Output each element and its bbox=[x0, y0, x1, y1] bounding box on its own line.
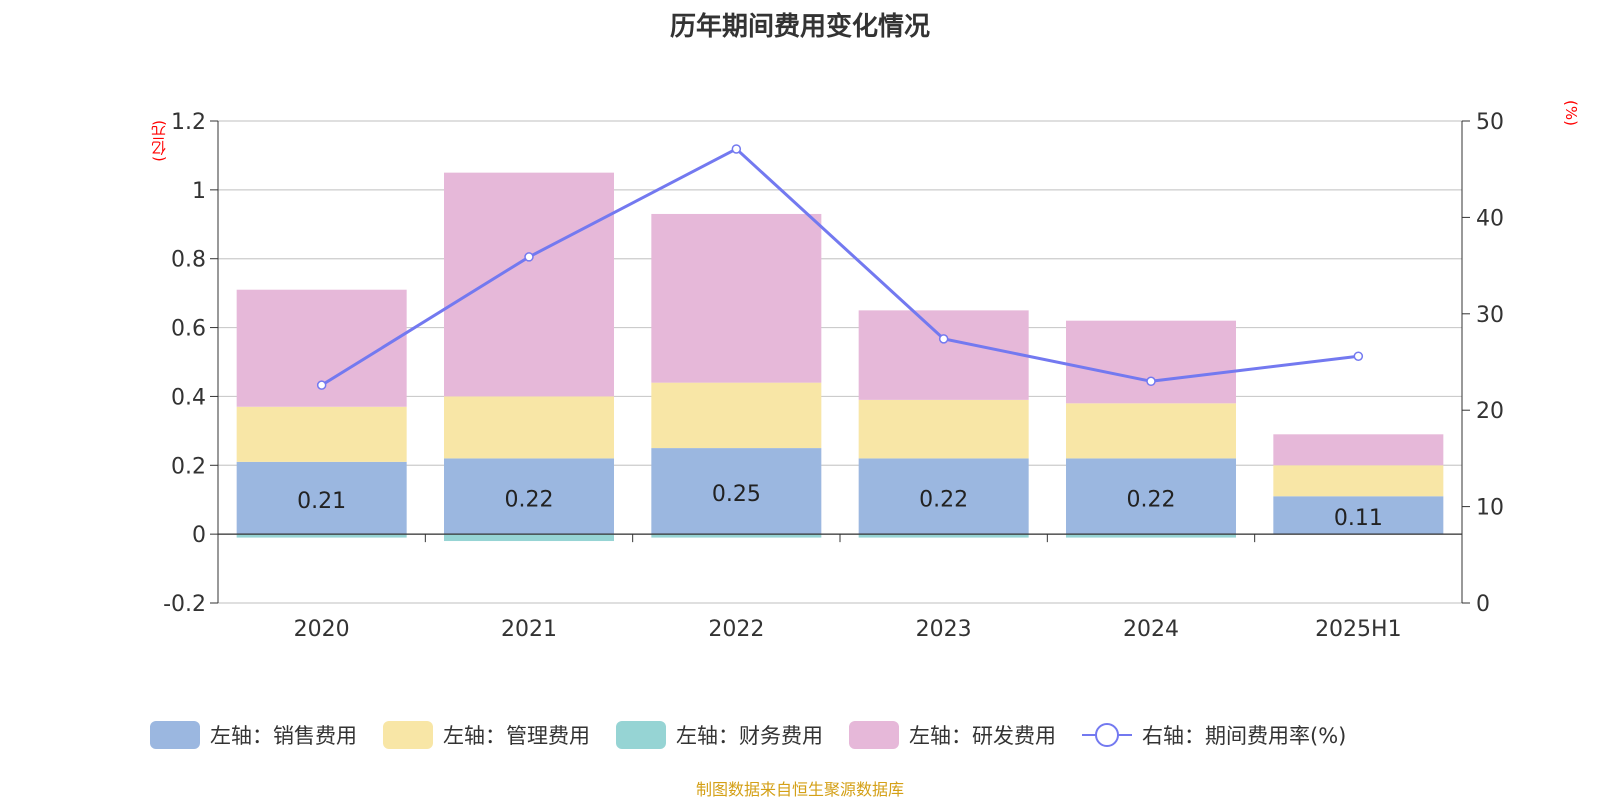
bar-finance-2021 bbox=[444, 534, 614, 542]
bar-finance-2020 bbox=[236, 534, 407, 538]
legend-swatch-rate-icon bbox=[1082, 721, 1132, 749]
bar-sales-2023 bbox=[858, 458, 1029, 535]
left-axis-tick-label: 1.2 bbox=[171, 110, 206, 135]
right-axis-tick-label: 0 bbox=[1476, 592, 1490, 617]
bar-sales-2020 bbox=[236, 461, 407, 535]
data-label-sales: 0.21 bbox=[297, 489, 346, 514]
data-label-sales: 0.22 bbox=[505, 487, 554, 512]
data-label-sales: 0.11 bbox=[1334, 506, 1383, 531]
legend: 左轴：销售费用 左轴：管理费用 左轴：财务费用 左轴：研发费用 右轴：期间费用率… bbox=[150, 720, 1372, 750]
left-axis-tick-label: -0.2 bbox=[163, 592, 206, 617]
bar-sales-2025H1 bbox=[1273, 496, 1444, 535]
data-label-sales: 0.25 bbox=[712, 482, 761, 507]
right-axis-tick-label: 50 bbox=[1476, 110, 1504, 135]
rate-point bbox=[524, 252, 534, 262]
rate-line bbox=[320, 147, 1359, 387]
legend-label-admin: 左轴：管理费用 bbox=[443, 724, 590, 748]
category-label: 2025H1 bbox=[1315, 617, 1402, 642]
bar-rnd-2023 bbox=[858, 310, 1029, 400]
left-axis-tick-label: 1 bbox=[192, 179, 206, 204]
bar-rnd-2021 bbox=[444, 172, 614, 397]
legend-swatch-rnd bbox=[849, 721, 899, 749]
category-label: 2023 bbox=[916, 617, 972, 642]
legend-label-sales: 左轴：销售费用 bbox=[210, 724, 357, 748]
legend-item-sales[interactable]: 左轴：销售费用 bbox=[150, 720, 357, 750]
rate-point bbox=[938, 334, 949, 344]
data-source-note: 制图数据来自恒生聚源数据库 bbox=[695, 780, 904, 799]
rate-point bbox=[731, 144, 742, 154]
right-axis-tick-label: 20 bbox=[1476, 399, 1504, 424]
chart-area: -0.2 0 0.2 0.4 0.6 0.8 1 1.2 0 10 20 30 40 50 0.21 0.22… bbox=[163, 110, 1504, 642]
bar-admin-2023 bbox=[858, 399, 1029, 459]
left-axis-tick-label: 0.8 bbox=[171, 248, 206, 273]
bar-rnd-2022 bbox=[651, 213, 822, 383]
left-axis-tick-label: 0 bbox=[192, 523, 206, 548]
left-axis-tick-label: 0.6 bbox=[171, 317, 206, 342]
legend-label-rnd: 左轴：研发费用 bbox=[909, 724, 1056, 748]
data-label-sales: 0.22 bbox=[1127, 487, 1176, 512]
bar-sales-2022 bbox=[651, 448, 822, 535]
legend-item-admin[interactable]: 左轴：管理费用 bbox=[383, 720, 590, 750]
rate-point bbox=[316, 380, 327, 390]
bar-sales-2021 bbox=[444, 458, 614, 535]
legend-swatch-finance bbox=[616, 721, 666, 749]
legend-label-finance: 左轴：财务费用 bbox=[676, 724, 823, 748]
category-label: 2022 bbox=[708, 617, 764, 642]
rate-point bbox=[1353, 351, 1364, 361]
category-label: 2024 bbox=[1123, 617, 1179, 642]
legend-swatch-sales bbox=[150, 721, 200, 749]
right-axis-tick-label: 40 bbox=[1476, 206, 1504, 231]
legend-swatch-admin bbox=[383, 721, 433, 749]
right-axis-unit: (%) bbox=[1562, 100, 1580, 126]
legend-item-rate[interactable]: 右轴：期间费用率(%) bbox=[1082, 720, 1346, 750]
bar-rnd-2024 bbox=[1066, 320, 1236, 404]
bar-finance-2024 bbox=[1066, 534, 1236, 538]
category-label: 2021 bbox=[501, 617, 557, 642]
chart-title: 历年期间费用变化情况 bbox=[669, 12, 930, 42]
legend-item-rnd[interactable]: 左轴：研发费用 bbox=[849, 720, 1056, 750]
right-axis-tick-label: 10 bbox=[1476, 496, 1504, 521]
legend-label-rate: 右轴：期间费用率(%) bbox=[1142, 724, 1347, 748]
left-axis-tick-label: 0.4 bbox=[171, 385, 206, 410]
bar-admin-2020 bbox=[236, 406, 407, 462]
right-axis-tick-label: 30 bbox=[1476, 303, 1504, 328]
bar-admin-2025H1 bbox=[1273, 465, 1444, 497]
legend-item-finance[interactable]: 左轴：财务费用 bbox=[616, 720, 823, 750]
bar-finance-2022 bbox=[651, 534, 822, 538]
left-axis-tick-label: 0.2 bbox=[171, 454, 206, 479]
rate-point bbox=[1146, 376, 1156, 387]
bar-rnd-2025H1 bbox=[1273, 434, 1444, 466]
bar-admin-2022 bbox=[651, 382, 822, 449]
bar-admin-2024 bbox=[1066, 403, 1236, 459]
bar-finance-2023 bbox=[858, 534, 1029, 538]
bar-admin-2021 bbox=[444, 396, 614, 459]
category-label: 2020 bbox=[294, 617, 350, 642]
bar-sales-2024 bbox=[1066, 458, 1236, 535]
data-label-sales: 0.22 bbox=[919, 487, 968, 512]
